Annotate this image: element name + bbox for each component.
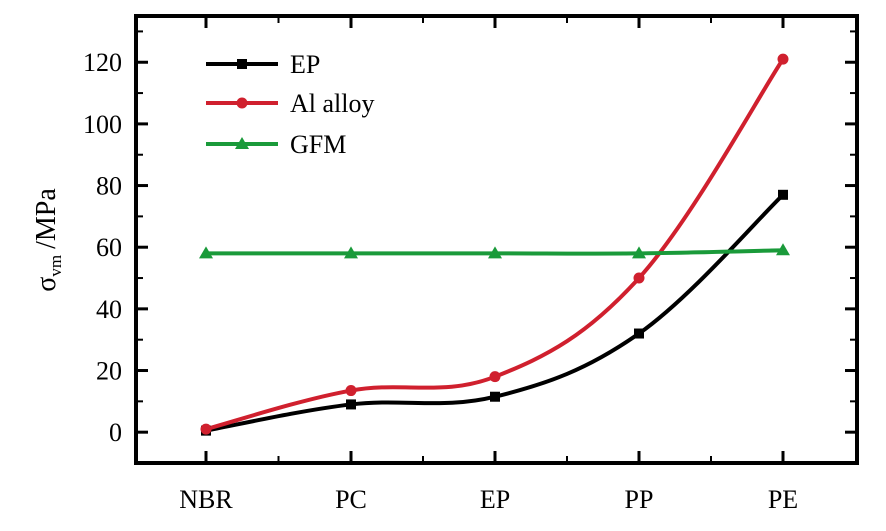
legend-label-gfm: GFM [290,130,346,159]
data-point-gfm-nbr [199,246,213,259]
x-tick-label-PC: PC [335,485,367,514]
legend-marker-al-alloy [236,97,248,109]
data-point-al-alloy-pp [633,272,645,284]
series-markers [199,53,790,436]
data-point-ep-ep [490,391,500,402]
series-line-al-alloy [205,58,785,432]
y-tick-label-0: 0 [109,418,122,447]
data-point-gfm-pc [344,246,358,259]
y-tick-label-40: 40 [96,295,122,324]
axis-ticks: 0 20 40 60 80 100 120 NBR PC EP PP PE [83,16,857,514]
data-point-gfm-ep [488,246,502,259]
y-axis-label: σvm/MPa [31,188,65,292]
y-tick-label-20: 20 [96,357,122,386]
y-axis-label-unit: /MPa [31,188,62,249]
y-axis-label-subscript: vm [46,255,65,277]
legend-label-ep: EP [290,50,320,79]
legend-marker-gfm [235,137,249,149]
y-tick-label-100: 100 [83,110,122,139]
data-point-al-alloy-pe [777,53,789,65]
legend-marker-ep [237,59,247,69]
legend: EP Al alloy GFM [206,50,375,159]
y-tick-label-60: 60 [96,233,122,262]
x-tick-label-NBR: NBR [179,485,233,514]
y-tick-label-120: 120 [83,48,122,77]
data-point-al-alloy-pc [345,385,357,397]
data-point-gfm-pp [632,246,646,259]
x-tick-label-PP: PP [625,485,654,514]
data-point-ep-pp [634,328,644,339]
data-point-ep-pe [778,189,788,200]
legend-label-al-alloy: Al alloy [290,89,375,118]
y-tick-label-80: 80 [96,172,122,201]
data-point-ep-pc [346,399,356,410]
y-axis-label-symbol: σ [31,277,62,292]
x-tick-label-PE: PE [768,485,798,514]
x-tick-label-EP: EP [480,485,510,514]
data-point-al-alloy-nbr [200,423,212,435]
data-point-gfm-pe [776,243,790,256]
data-point-al-alloy-ep [489,371,501,383]
